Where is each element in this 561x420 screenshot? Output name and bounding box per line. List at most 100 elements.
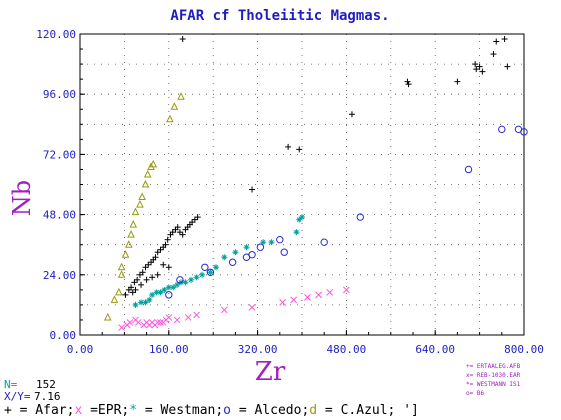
point-alcedo bbox=[276, 235, 284, 244]
point-afar bbox=[122, 291, 129, 298]
point-cazul bbox=[115, 287, 123, 296]
point-afar bbox=[142, 264, 149, 271]
point-afar bbox=[134, 276, 141, 283]
point-cazul bbox=[110, 295, 119, 303]
point-afar bbox=[504, 63, 511, 70]
y-tick-label: 48.00 bbox=[43, 209, 76, 222]
point-afar bbox=[249, 186, 256, 193]
y-axis-label: Nb bbox=[8, 180, 36, 216]
point-afar bbox=[152, 254, 159, 261]
x-tick-label: 320.00 bbox=[238, 343, 278, 356]
x-tick-label: 640.00 bbox=[415, 343, 455, 356]
point-afar bbox=[138, 281, 145, 288]
point-afar bbox=[493, 38, 500, 45]
x-axis-ticks: 0.00 160.00 320.00 480.00 640.00 800.00 bbox=[67, 330, 544, 356]
point-cazul bbox=[143, 169, 152, 178]
point-westman bbox=[232, 249, 239, 256]
point-afar bbox=[143, 276, 150, 283]
point-afar bbox=[145, 261, 152, 268]
point-afar bbox=[501, 36, 508, 43]
y-tick-label: 120.00 bbox=[36, 28, 76, 41]
legend-text: = Afar; bbox=[12, 403, 75, 418]
point-cazul bbox=[121, 250, 130, 258]
point-cazul bbox=[141, 179, 150, 188]
point-afar bbox=[476, 63, 483, 70]
point-westman bbox=[170, 284, 177, 291]
point-westman bbox=[188, 276, 194, 283]
point-cazul bbox=[117, 262, 126, 271]
small-legend-entry: *= WESTMANN IS1 bbox=[466, 381, 521, 388]
point-alcedo bbox=[520, 128, 528, 136]
legend-text: = Westman; bbox=[137, 403, 223, 418]
point-epr bbox=[326, 289, 334, 296]
point-cazul bbox=[166, 114, 174, 123]
point-westman bbox=[149, 291, 156, 298]
point-cazul bbox=[129, 220, 138, 228]
point-epr bbox=[157, 319, 164, 326]
point-afar bbox=[194, 214, 201, 221]
point-westman bbox=[299, 214, 305, 221]
point-afar bbox=[179, 231, 186, 238]
point-epr bbox=[165, 314, 173, 321]
y-tick-label: 0.00 bbox=[50, 329, 77, 342]
point-epr bbox=[134, 319, 142, 326]
point-afar bbox=[129, 289, 136, 296]
y-tick-label: 72.00 bbox=[43, 148, 76, 161]
point-alcedo bbox=[201, 263, 209, 271]
point-alcedo bbox=[498, 125, 506, 134]
point-epr bbox=[343, 286, 350, 294]
point-cazul bbox=[127, 230, 135, 238]
point-afar bbox=[479, 68, 486, 75]
point-epr bbox=[126, 319, 134, 326]
point-cazul bbox=[131, 207, 140, 216]
point-alcedo bbox=[176, 276, 184, 284]
point-afar bbox=[176, 229, 183, 236]
point-epr bbox=[304, 294, 311, 301]
point-epr bbox=[279, 299, 286, 306]
point-afar bbox=[169, 229, 176, 236]
y-tick-label: 96.00 bbox=[43, 88, 76, 101]
xy-label: X/Y= bbox=[4, 390, 31, 403]
point-afar bbox=[139, 269, 146, 276]
legend-text: = Alcedo; bbox=[231, 403, 309, 418]
legend-text: '] bbox=[395, 403, 418, 418]
x-tick-label: 480.00 bbox=[327, 343, 367, 356]
point-westman bbox=[243, 244, 250, 251]
point-afar bbox=[149, 274, 156, 281]
point-westman bbox=[157, 289, 164, 296]
point-epr bbox=[290, 296, 298, 304]
point-westman bbox=[182, 279, 189, 286]
point-alcedo bbox=[464, 165, 473, 174]
point-afar bbox=[285, 143, 292, 150]
point-westman bbox=[212, 264, 219, 271]
point-afar bbox=[154, 271, 161, 278]
point-epr bbox=[118, 324, 125, 331]
legend-symbol: + bbox=[4, 403, 12, 418]
point-alcedo bbox=[228, 258, 237, 266]
point-cazul bbox=[117, 270, 126, 278]
xy-value: 7.16 bbox=[34, 390, 61, 403]
point-afar bbox=[164, 236, 171, 243]
point-afar bbox=[160, 261, 167, 268]
point-epr bbox=[184, 314, 192, 321]
point-epr bbox=[154, 319, 162, 326]
legend-text: = C.Azul; bbox=[317, 403, 395, 418]
legend-symbol: x bbox=[74, 403, 82, 418]
point-cazul bbox=[177, 92, 185, 100]
point-afar bbox=[472, 61, 479, 68]
point-afar bbox=[348, 111, 355, 118]
point-afar bbox=[136, 271, 143, 278]
small-legend-entry: o= B6 bbox=[466, 390, 484, 397]
x-axis-label: Zr bbox=[255, 357, 286, 387]
point-alcedo bbox=[256, 243, 265, 251]
x-tick-label: 160.00 bbox=[149, 343, 189, 356]
point-westman bbox=[199, 271, 206, 278]
point-westman bbox=[193, 274, 200, 281]
point-afar bbox=[191, 216, 198, 223]
point-afar bbox=[165, 264, 172, 271]
point-afar bbox=[404, 78, 411, 85]
small-legend-entry: += ERTAALEG.AFB bbox=[466, 363, 521, 370]
point-westman bbox=[161, 286, 168, 293]
point-epr bbox=[220, 306, 228, 314]
